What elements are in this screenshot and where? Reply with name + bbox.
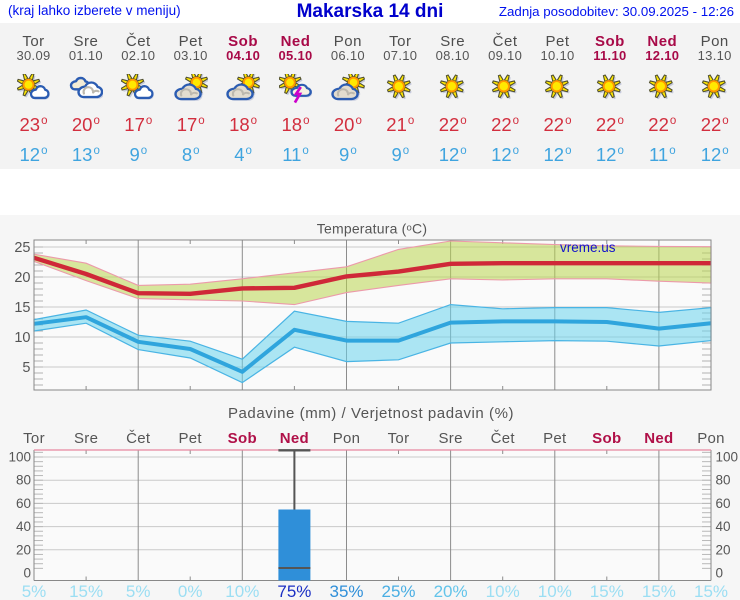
svg-text:vreme.us: vreme.us: [560, 240, 616, 255]
svg-text:15%: 15%: [590, 582, 624, 600]
svg-text:0: 0: [716, 566, 724, 581]
svg-text:35%: 35%: [329, 582, 363, 600]
svg-text:Pon: Pon: [333, 430, 361, 447]
svg-text:15%: 15%: [69, 582, 103, 600]
svg-text:Ned: Ned: [280, 430, 309, 447]
svg-text:Sre: Sre: [438, 430, 462, 447]
svg-text:Čet: Čet: [126, 430, 151, 447]
svg-text:Ned: Ned: [644, 430, 673, 447]
svg-text:0%: 0%: [178, 582, 203, 600]
svg-text:15%: 15%: [642, 582, 676, 600]
svg-text:20: 20: [16, 542, 31, 557]
svg-text:Sob: Sob: [592, 430, 621, 447]
svg-text:Tor: Tor: [388, 430, 410, 447]
svg-text:25: 25: [14, 240, 30, 256]
svg-text:20%: 20%: [434, 582, 468, 600]
svg-text:15%: 15%: [694, 582, 728, 600]
svg-text:Pet: Pet: [178, 430, 202, 447]
svg-text:20: 20: [716, 542, 731, 557]
svg-text:15: 15: [14, 300, 30, 316]
svg-text:60: 60: [716, 496, 731, 511]
svg-text:25%: 25%: [381, 582, 415, 600]
svg-text:75%: 75%: [277, 582, 311, 600]
svg-text:0: 0: [23, 566, 31, 581]
svg-text:5%: 5%: [22, 582, 47, 600]
svg-text:Sre: Sre: [74, 430, 98, 447]
svg-text:Pon: Pon: [697, 430, 725, 447]
svg-text:Tor: Tor: [23, 430, 45, 447]
svg-text:100: 100: [716, 450, 739, 465]
svg-text:20: 20: [14, 270, 30, 286]
svg-text:10%: 10%: [486, 582, 520, 600]
svg-text:40: 40: [716, 519, 731, 534]
svg-text:10%: 10%: [225, 582, 259, 600]
svg-text:80: 80: [16, 473, 31, 488]
svg-text:5: 5: [22, 360, 30, 376]
svg-text:5%: 5%: [126, 582, 151, 600]
svg-text:Pet: Pet: [543, 430, 567, 447]
svg-text:10%: 10%: [538, 582, 572, 600]
svg-text:80: 80: [716, 473, 731, 488]
svg-text:Sob: Sob: [228, 430, 257, 447]
svg-text:Padavine (mm) / Verjetnost pad: Padavine (mm) / Verjetnost padavin (%): [228, 405, 514, 422]
svg-text:40: 40: [16, 519, 31, 534]
svg-text:Čet: Čet: [491, 430, 516, 447]
svg-text:100: 100: [8, 450, 31, 465]
svg-text:60: 60: [16, 496, 31, 511]
svg-text:10: 10: [14, 330, 30, 346]
svg-text:Temperatura (oC): Temperatura (oC): [317, 221, 427, 237]
